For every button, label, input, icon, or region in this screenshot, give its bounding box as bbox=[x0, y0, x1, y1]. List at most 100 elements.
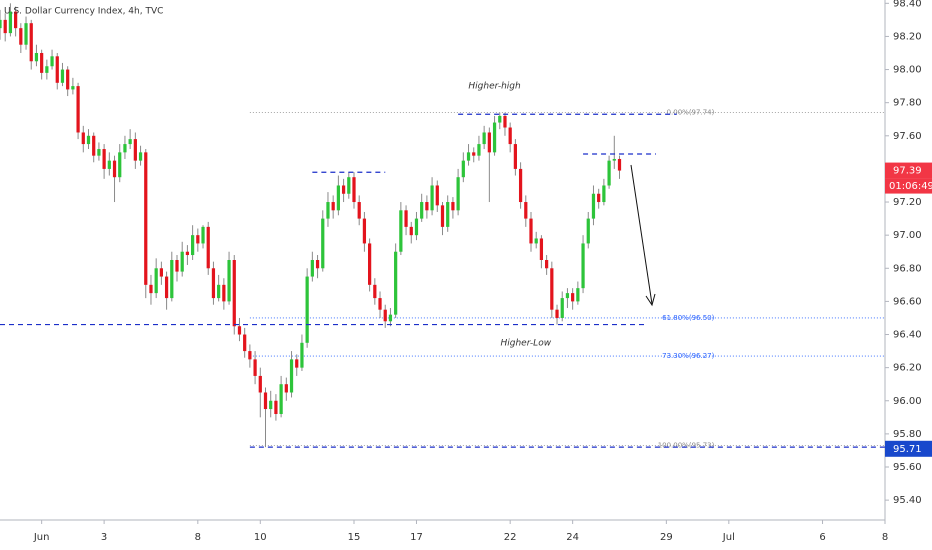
arrow-head bbox=[645, 293, 656, 307]
candle-body bbox=[40, 52, 44, 73]
candle-body bbox=[466, 152, 471, 161]
candle-body bbox=[170, 260, 174, 299]
candle-body bbox=[66, 69, 70, 90]
candle-body bbox=[133, 139, 137, 161]
y-tick-label: 96.20 bbox=[893, 363, 922, 374]
y-tick-label: 98.40 bbox=[893, 0, 922, 9]
candle-body bbox=[321, 218, 325, 269]
y-tick-label: 97.80 bbox=[893, 98, 922, 109]
candle-body bbox=[336, 185, 340, 211]
y-tick-label: 96.00 bbox=[893, 396, 922, 407]
candle-body bbox=[440, 205, 445, 227]
candle-body bbox=[409, 226, 413, 236]
candle-body bbox=[482, 132, 486, 145]
candle-body bbox=[258, 375, 262, 393]
candle-body bbox=[196, 235, 200, 244]
candle-body bbox=[612, 158, 616, 161]
candle-body bbox=[8, 11, 13, 34]
candle-body bbox=[305, 276, 309, 343]
candle-body bbox=[472, 152, 476, 156]
candle-body bbox=[591, 193, 596, 219]
x-tick-label: 24 bbox=[566, 532, 579, 543]
x-tick-label: Jul bbox=[722, 532, 735, 543]
candle-body bbox=[503, 115, 507, 128]
y-tick-label: 96.40 bbox=[893, 330, 922, 341]
y-tick-label: 95.60 bbox=[893, 462, 922, 473]
candle-body bbox=[451, 202, 455, 211]
fib-label: 61.80%(96.50) bbox=[662, 314, 714, 322]
candle-body bbox=[456, 177, 460, 211]
candle-body bbox=[19, 28, 23, 45]
x-tick-label: 8 bbox=[195, 532, 201, 543]
candle-body bbox=[373, 284, 377, 299]
candle-body bbox=[586, 218, 590, 244]
candle-body bbox=[399, 210, 403, 252]
candle-body bbox=[0, 19, 2, 29]
candle-body bbox=[222, 284, 226, 302]
candle-body bbox=[243, 334, 247, 352]
x-tick-label: 17 bbox=[410, 532, 423, 543]
candle-body bbox=[607, 160, 611, 186]
candle-body bbox=[180, 251, 184, 272]
candle-body bbox=[123, 144, 127, 153]
candle-body bbox=[144, 152, 148, 285]
candle-body bbox=[45, 66, 49, 73]
candle-body bbox=[81, 132, 85, 145]
candle-body bbox=[211, 268, 216, 299]
candle-body bbox=[60, 69, 65, 83]
candle-body bbox=[164, 276, 169, 299]
x-tick-label: 3 bbox=[101, 532, 107, 543]
candle-body bbox=[76, 86, 80, 133]
candle-body bbox=[352, 177, 356, 203]
candle-body bbox=[565, 293, 570, 299]
x-tick-label: 15 bbox=[348, 532, 361, 543]
candle-body bbox=[24, 23, 28, 45]
countdown-tag bbox=[885, 178, 932, 194]
candle-body bbox=[191, 235, 195, 256]
candle-body bbox=[420, 202, 424, 219]
y-tick-label: 95.80 bbox=[893, 429, 922, 440]
fib-label: 73.30%(96.27) bbox=[662, 352, 714, 360]
candle-body bbox=[248, 351, 252, 360]
candle-body bbox=[34, 52, 39, 62]
y-tick-label: 98.00 bbox=[893, 65, 922, 76]
candle-body bbox=[368, 243, 372, 285]
candle-body bbox=[487, 132, 491, 153]
candle-body bbox=[425, 202, 429, 211]
candle-body bbox=[545, 260, 549, 269]
x-tick-label: 8 bbox=[882, 532, 888, 543]
candle-body bbox=[279, 384, 283, 415]
candle-body bbox=[347, 177, 351, 194]
candle-body bbox=[446, 202, 450, 227]
candle-body bbox=[331, 202, 335, 211]
candle-body bbox=[404, 210, 408, 227]
candle-body bbox=[55, 56, 59, 83]
candle-body bbox=[149, 284, 153, 294]
candle-body bbox=[430, 185, 434, 211]
candle-body bbox=[498, 115, 502, 123]
last-price-label: 97.39 bbox=[893, 166, 922, 177]
candle-body bbox=[477, 144, 481, 156]
candle-body bbox=[112, 160, 117, 178]
countdown-label: 01:06:49 bbox=[889, 181, 932, 192]
candle-body bbox=[154, 268, 158, 294]
candle-body bbox=[227, 260, 231, 302]
candle-body bbox=[513, 144, 517, 169]
marker-price-tag bbox=[885, 440, 932, 457]
candle-body bbox=[617, 158, 622, 171]
fib-label: 0.00%(97.74) bbox=[667, 109, 715, 117]
candle-body bbox=[341, 185, 346, 194]
candle-body bbox=[508, 127, 512, 145]
candle-body bbox=[232, 260, 236, 327]
y-tick-label: 97.20 bbox=[893, 197, 922, 208]
candle-body bbox=[97, 149, 101, 156]
candle-body bbox=[201, 226, 205, 244]
candle-body bbox=[29, 23, 33, 62]
y-tick-label: 96.80 bbox=[893, 263, 922, 274]
candle-body bbox=[383, 309, 387, 322]
annotation: Higher-Low bbox=[501, 338, 552, 348]
y-tick-label: 95.40 bbox=[893, 495, 922, 506]
x-tick-label: 22 bbox=[504, 532, 517, 543]
candle-body bbox=[86, 135, 91, 145]
